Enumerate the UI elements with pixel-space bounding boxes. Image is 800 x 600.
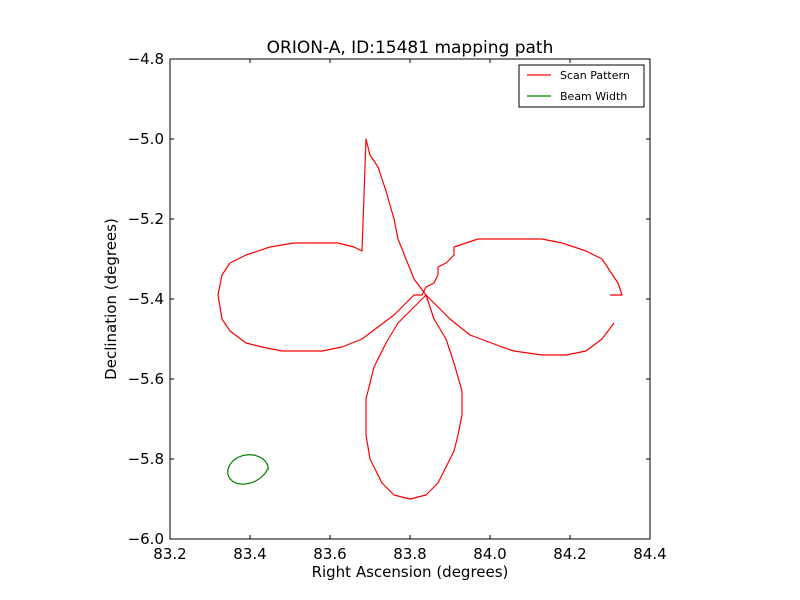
y-tick-label: −5.8: [128, 450, 164, 468]
y-tick-label: −4.8: [128, 50, 164, 68]
axes-frame: [169, 58, 651, 540]
legend: Scan Pattern Beam Width: [518, 64, 645, 108]
chart-title: ORION-A, ID:15481 mapping path: [267, 38, 554, 58]
legend-label-beam-width: Beam Width: [560, 90, 627, 103]
x-tick-label: 84.4: [633, 545, 666, 563]
x-tick-label: 83.4: [233, 545, 266, 563]
y-tick-label: −5.0: [128, 130, 164, 148]
x-axis-label: Right Ascension (degrees): [312, 563, 509, 581]
series-layer: [217, 138, 623, 500]
plot-area: [169, 58, 651, 540]
legend-label-scan-pattern: Scan Pattern: [560, 69, 630, 82]
legend-box: [518, 64, 645, 108]
x-tick-label: 84.2: [553, 545, 586, 563]
y-axis-label: Declination (degrees): [102, 218, 120, 380]
y-tick-label: −5.6: [128, 370, 164, 388]
series-line-scan-pattern: [217, 138, 623, 500]
y-tick-labels: −6.0 −5.8 −5.6 −5.4 −5.2 −5.0 −4.8: [128, 50, 164, 548]
x-tick-label: 83.6: [313, 545, 346, 563]
y-tick-label: −5.2: [128, 210, 164, 228]
x-tick-labels: 83.2 83.4 83.6 83.8 84.0 84.2 84.4: [153, 545, 666, 563]
x-tick-label: 83.2: [153, 545, 186, 563]
y-tick-label: −6.0: [128, 530, 164, 548]
x-tick-label: 84.0: [473, 545, 506, 563]
series-line-beam-width: [227, 454, 269, 485]
x-tick-label: 83.8: [393, 545, 426, 563]
y-tick-label: −5.4: [128, 290, 164, 308]
